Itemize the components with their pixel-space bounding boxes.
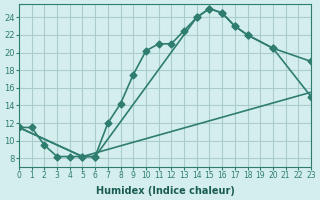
X-axis label: Humidex (Indice chaleur): Humidex (Indice chaleur) bbox=[96, 186, 235, 196]
